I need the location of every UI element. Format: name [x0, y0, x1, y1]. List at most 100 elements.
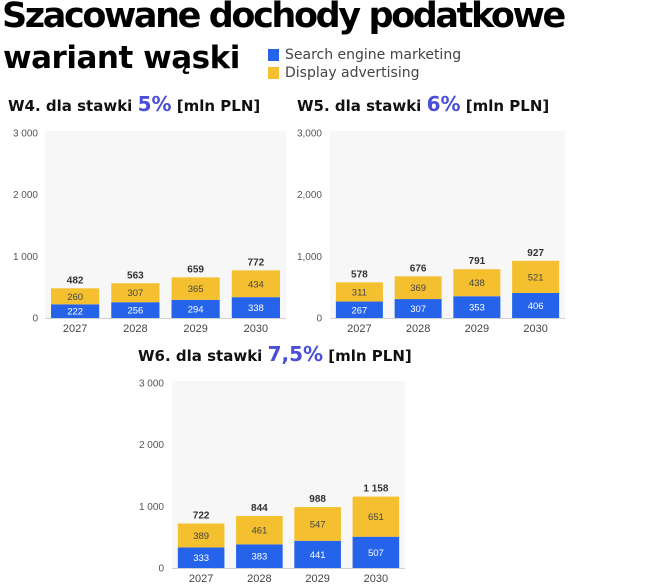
bar-segment-search [51, 304, 100, 318]
legend-item-display: Display advertising [268, 64, 461, 82]
x-tick-label: 2029 [183, 323, 207, 335]
bar-segment-display [236, 515, 283, 545]
bar-segment-search [352, 536, 400, 568]
bar-segment-display [177, 523, 225, 548]
chart-w6: W6. dla stawki 7,5% [mln PLN] 0 1 000 2 00… [134, 342, 419, 587]
segment-value-label: 507 [368, 548, 384, 559]
x-tick-label: 2027 [189, 573, 213, 585]
x-tick-label: 2030 [244, 323, 268, 335]
y-tick-label: 3 000 [139, 379, 164, 390]
bar-segment-search [177, 547, 225, 568]
segment-value-label: 267 [351, 305, 367, 316]
y-tick-label: 2 000 [139, 440, 164, 451]
chart-title-suffix: [mln PLN] [328, 347, 412, 365]
y-tick-label: 3 000 [13, 129, 38, 140]
chart-w5: W5. dla stawki 6% [mln PLN] 0 1,000 2,000 3… [292, 92, 577, 342]
segment-value-label: 651 [368, 512, 384, 523]
x-tick-label: 2030 [364, 573, 388, 585]
bar-total-label: 676 [410, 263, 427, 274]
chart-w4: W4. dla stawki 5% [mln PLN] 0 1 000 2 000 3… [8, 92, 293, 342]
x-tick-label: 2027 [347, 323, 371, 335]
bar-segment-search [453, 296, 501, 318]
bar-segment-search [335, 301, 383, 318]
legend-swatch-display [268, 67, 279, 79]
chart-title-w5: W5. dla stawki 6% [mln PLN] [297, 92, 549, 116]
chart-title-suffix: [mln PLN] [465, 97, 550, 115]
bar-segment-search [231, 297, 280, 318]
bar-total-label: 791 [469, 256, 486, 267]
segment-value-label: 383 [251, 552, 267, 563]
segment-value-label: 307 [410, 304, 426, 315]
bar-total-label: 482 [67, 275, 84, 286]
y-tick-label: 2,000 [297, 190, 322, 201]
legend-swatch-search [268, 49, 279, 61]
bar-segment-display [394, 276, 442, 300]
x-tick-label: 2029 [465, 323, 489, 335]
bar-segment-display [111, 283, 160, 303]
chart-title-rate: 5% [137, 92, 172, 116]
bar-segment-search [171, 299, 220, 318]
legend-item-search: Search engine marketing [268, 46, 461, 64]
segment-value-label: 547 [310, 519, 326, 530]
segment-value-label: 406 [528, 301, 544, 312]
y-tick-label: 0 [158, 564, 164, 575]
segment-value-label: 434 [248, 279, 264, 290]
bar-segment-display [352, 496, 400, 537]
bar-total-label: 1 158 [363, 484, 388, 495]
bar-segment-display [231, 270, 280, 298]
chart-plot-w6: 0 1 000 2 000 3 000 333 389 722 2027 383 461 844 20… [139, 379, 405, 585]
segment-value-label: 353 [469, 303, 485, 314]
segment-value-label: 369 [410, 283, 426, 294]
segment-value-label: 333 [193, 553, 209, 564]
x-tick-label: 2028 [123, 323, 147, 335]
bar-total-label: 659 [187, 264, 204, 275]
page-subtitle: wariant wąski [3, 40, 240, 76]
segment-value-label: 461 [251, 526, 267, 537]
y-tick-label: 1 000 [13, 252, 38, 263]
bar-total-label: 772 [248, 257, 265, 268]
bar-segment-search [111, 302, 160, 318]
y-tick-label: 1 000 [139, 502, 164, 513]
y-tick-label: 0 [316, 314, 322, 325]
bar-segment-search [394, 299, 442, 318]
chart-title-w6: W6. dla stawki 7,5% [mln PLN] [138, 342, 412, 366]
segment-value-label: 521 [528, 272, 544, 283]
bar-segment-search [294, 540, 341, 568]
segment-value-label: 441 [310, 550, 326, 561]
y-tick-label: 2 000 [13, 190, 38, 201]
bar-segment-search [512, 292, 560, 318]
bar-segment-display [294, 507, 341, 541]
chart-plot-w4: 0 1 000 2 000 3 000 222 260 482 2027 256 307 563 20… [13, 129, 286, 335]
chart-title-w4: W4. dla stawki 5% [mln PLN] [8, 92, 260, 116]
bar-segment-display [335, 282, 383, 302]
segment-value-label: 256 [127, 306, 143, 317]
chart-title-prefix: W6. dla stawki [138, 347, 263, 365]
chart-title-rate: 6% [426, 92, 461, 116]
bar-segment-display [512, 260, 560, 293]
x-tick-label: 2029 [305, 573, 329, 585]
segment-value-label: 222 [67, 307, 83, 318]
segment-value-label: 338 [248, 303, 264, 314]
page-title: Szacowane dochody podatkowe [2, 0, 566, 36]
bar-total-label: 563 [127, 270, 144, 281]
y-tick-label: 1,000 [297, 252, 322, 263]
chart-title-rate: 7,5% [267, 342, 324, 366]
chart-title-suffix: [mln PLN] [176, 97, 261, 115]
x-tick-label: 2027 [63, 323, 87, 335]
segment-value-label: 365 [188, 284, 204, 295]
bar-segment-display [51, 288, 100, 305]
x-tick-label: 2028 [406, 323, 430, 335]
bar-segment-display [453, 269, 501, 297]
legend-label-search: Search engine marketing [285, 47, 462, 63]
y-tick-label: 0 [32, 314, 38, 325]
segment-value-label: 389 [193, 531, 209, 542]
segment-value-label: 307 [127, 288, 143, 299]
segment-value-label: 294 [188, 304, 204, 315]
chart-title-prefix: W4. dla stawki [8, 97, 133, 115]
bar-total-label: 844 [251, 503, 268, 514]
legend-label-display: Display advertising [285, 65, 420, 81]
chart-title-prefix: W5. dla stawki [297, 97, 422, 115]
segment-value-label: 311 [352, 287, 367, 298]
bar-total-label: 927 [527, 248, 544, 259]
y-tick-label: 3,000 [297, 129, 322, 140]
